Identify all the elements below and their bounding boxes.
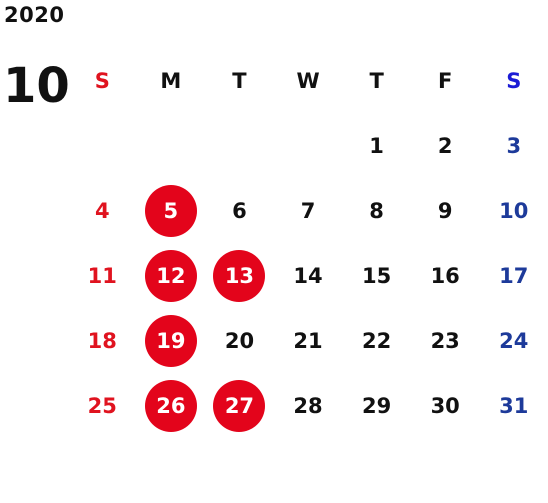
- day-number: 18: [87, 328, 117, 353]
- day-number: 17: [499, 263, 529, 288]
- day-cell: 8: [342, 183, 411, 239]
- week-row: 1 2 3: [68, 113, 548, 178]
- week-row: 4 5 6 7 8 9 10: [68, 178, 548, 243]
- day-number: 6: [232, 198, 247, 223]
- day-number: 16: [430, 263, 460, 288]
- day-number: 8: [369, 198, 384, 223]
- weekday-header-row: S M T W T F S: [68, 48, 548, 113]
- day-number: 25: [87, 393, 117, 418]
- day-cell: 16: [411, 248, 480, 304]
- day-cell: 12: [137, 248, 206, 304]
- day-cell: 2: [411, 118, 480, 174]
- day-cell: 15: [342, 248, 411, 304]
- day-cell: 4: [68, 183, 137, 239]
- day-cell: 10: [479, 183, 548, 239]
- day-cell: 1: [342, 118, 411, 174]
- empty-day-cell: [274, 118, 343, 174]
- day-number: 21: [293, 328, 323, 353]
- holiday-day: 26: [144, 379, 197, 432]
- day-cell: 26: [137, 378, 206, 434]
- weekday-saturday: S: [506, 68, 522, 93]
- year-label: 2020: [4, 3, 65, 27]
- weeks-container: 1 2 3 4 5 6 7 8 9 10 11 12 13 14 15 16 17 18 19 20 21 22 23 24 2…: [68, 113, 548, 438]
- day-cell: 18: [68, 313, 137, 369]
- day-number: 1: [369, 133, 384, 158]
- day-cell: 14: [274, 248, 343, 304]
- empty-day-cell: [68, 118, 137, 174]
- holiday-day: 19: [144, 314, 197, 367]
- day-cell: 17: [479, 248, 548, 304]
- day-cell: 31: [479, 378, 548, 434]
- weekday-thursday: T: [369, 68, 384, 93]
- weekday-friday: F: [438, 68, 453, 93]
- day-number: 22: [361, 328, 392, 353]
- day-cell: 29: [342, 378, 411, 434]
- day-cell: 24: [479, 313, 548, 369]
- weekday-wednesday: W: [296, 68, 320, 93]
- day-cell: 11: [68, 248, 137, 304]
- day-cell: 30: [411, 378, 480, 434]
- weekday-monday: M: [160, 68, 182, 93]
- empty-day-cell: [137, 118, 206, 174]
- day-cell: 28: [274, 378, 343, 434]
- empty-day-cell: [205, 118, 274, 174]
- holiday-day: 5: [144, 184, 197, 237]
- weekday-tuesday: T: [232, 68, 247, 93]
- day-number: 24: [499, 328, 529, 353]
- day-cell: 7: [274, 183, 343, 239]
- day-cell: 22: [342, 313, 411, 369]
- day-cell: 3: [479, 118, 548, 174]
- day-cell: 19: [137, 313, 206, 369]
- day-number: 4: [94, 198, 110, 223]
- weekday-sunday: S: [94, 68, 110, 93]
- day-cell: 6: [205, 183, 274, 239]
- day-number: 10: [499, 198, 529, 223]
- day-cell: 13: [205, 248, 274, 304]
- day-cell: 9: [411, 183, 480, 239]
- day-cell: 5: [137, 183, 206, 239]
- day-cell: 27: [205, 378, 274, 434]
- day-number: 20: [224, 328, 255, 353]
- holiday-day: 27: [213, 379, 266, 432]
- day-number: 23: [430, 328, 460, 353]
- day-number: 15: [361, 263, 392, 288]
- day-number: 31: [499, 393, 529, 418]
- day-number: 11: [87, 263, 117, 288]
- day-number: 14: [293, 263, 323, 288]
- holiday-day: 13: [213, 249, 266, 302]
- day-number: 30: [430, 393, 460, 418]
- week-row: 25 26 27 28 29 30 31: [68, 373, 548, 438]
- day-cell: 25: [68, 378, 137, 434]
- day-cell: 21: [274, 313, 343, 369]
- calendar-grid: S M T W T F S 1 2 3 4 5 6 7 8 9 10 11 12 13 14 15 16 17 1…: [68, 48, 548, 438]
- day-number: 29: [361, 393, 392, 418]
- day-cell: 23: [411, 313, 480, 369]
- day-cell: 20: [205, 313, 274, 369]
- day-number: 28: [293, 393, 323, 418]
- day-number: 2: [437, 133, 453, 158]
- day-number: 7: [300, 198, 316, 223]
- day-number: 9: [437, 198, 453, 223]
- week-row: 11 12 13 14 15 16 17: [68, 243, 548, 308]
- day-number: 3: [506, 133, 522, 158]
- week-row: 18 19 20 21 22 23 24: [68, 308, 548, 373]
- holiday-day: 12: [144, 249, 197, 302]
- month-number: 10: [3, 58, 70, 114]
